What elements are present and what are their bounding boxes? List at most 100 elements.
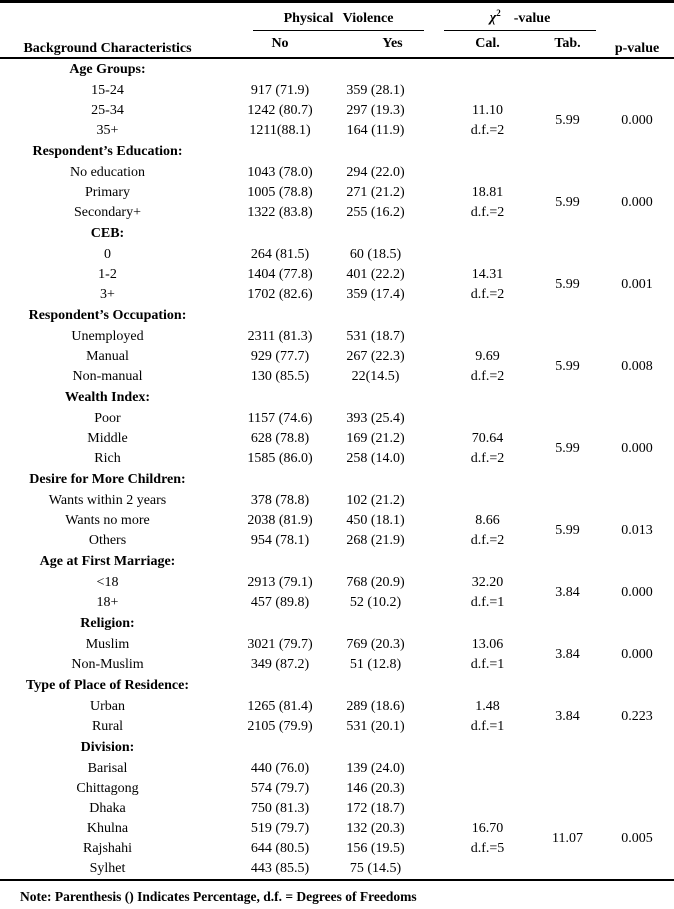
cell-no: 929 (77.7) (250, 349, 310, 364)
column-header-cal: Cal. (440, 31, 536, 59)
cell-p-value: 0.000 (621, 195, 653, 210)
cell-no: 628 (78.8) (250, 431, 310, 446)
section-title: Religion: (80, 616, 135, 631)
cell-p-value: 0.005 (621, 831, 653, 846)
row-label: 1-2 (98, 267, 117, 282)
section-title: Respondent’s Occupation: (28, 308, 187, 323)
cell-no: 1211(88.1) (249, 123, 311, 138)
row-label: Dhaka (89, 801, 126, 816)
cell-no: 1404 (77.8) (247, 267, 313, 282)
row-label: Primary (84, 185, 131, 200)
chi-df: d.f.=2 (470, 123, 505, 138)
cell-no: 1585 (86.0) (247, 451, 313, 466)
cell-yes: 102 (21.2) (346, 493, 405, 508)
cell-yes: 393 (25.4) (346, 411, 405, 426)
table-row: 0 264 (81.5) 60 (18.5) (0, 245, 674, 265)
section-row: Age Groups: (0, 58, 674, 81)
row-label: Secondary+ (74, 205, 141, 220)
cell-chi-tab: 5.99 (555, 195, 580, 210)
table-row: No education 1043 (78.0) 294 (22.0) (0, 163, 674, 183)
row-label: Non-manual (72, 369, 143, 384)
cell-no: 1043 (78.0) (247, 165, 313, 180)
chi-df: d.f.=2 (470, 205, 505, 220)
table-row: Others 954 (78.1) 268 (21.9) (0, 531, 674, 551)
section-row: Religion: (0, 613, 674, 635)
chi-cal-value: 32.20 (471, 575, 504, 590)
cell-chi-cal: 14.31 d.f.=2 (440, 265, 535, 305)
chi-cal-value: 11.10 (472, 103, 503, 118)
row-label: 0 (104, 247, 111, 262)
crosstab-table: Background Characteristics Physical Viol… (0, 0, 674, 876)
table-row: Khulna 519 (79.7) 132 (20.3) (0, 819, 674, 839)
cell-yes: 75 (14.5) (349, 861, 402, 876)
cell-yes: 531 (18.7) (346, 329, 405, 344)
section-row: Respondent’s Education: (0, 141, 674, 163)
chi-df: d.f.=1 (470, 719, 505, 734)
cell-chi-cal: 8.66 d.f.=2 (440, 511, 535, 551)
cell-yes: 271 (21.2) (346, 185, 405, 200)
physical-violence-label: Physical Violence (253, 11, 425, 31)
cell-yes: 22(14.5) (351, 369, 400, 384)
cell-no: 349 (87.2) (250, 657, 310, 672)
cell-yes: 60 (18.5) (349, 247, 402, 262)
table-row: Dhaka 750 (81.3) 172 (18.7) (0, 799, 674, 819)
cell-yes: 52 (10.2) (349, 595, 402, 610)
cell-chi-cal: 11.10 d.f.=2 (440, 101, 535, 141)
cell-chi-cal: 1.48 d.f.=1 (440, 697, 535, 737)
cell-no: 2311 (81.3) (247, 329, 313, 344)
row-label: Non-Muslim (71, 657, 144, 672)
section-title: Respondent’s Education: (32, 144, 183, 159)
row-label: Chittagong (76, 781, 139, 796)
row-label: Muslim (85, 637, 130, 652)
cell-chi-tab: 3.84 (555, 709, 580, 724)
cell-yes: 172 (18.7) (346, 801, 405, 816)
row-label: 15-24 (91, 83, 124, 98)
cell-chi-tab: 3.84 (555, 585, 580, 600)
cell-yes: 297 (19.3) (346, 103, 405, 118)
cell-chi-cal: 32.20 d.f.=1 (440, 573, 535, 613)
cell-yes: 359 (17.4) (346, 287, 405, 302)
cell-no: 1157 (74.6) (247, 411, 313, 426)
cell-no: 917 (71.9) (250, 83, 310, 98)
cell-no: 2913 (79.1) (247, 575, 313, 590)
table-row: 35+ 1211(88.1) 164 (11.9) (0, 121, 674, 141)
table-row: Chittagong 574 (79.7) 146 (20.3) (0, 779, 674, 799)
chi-df: d.f.=1 (470, 657, 505, 672)
cell-p-value: 0.000 (621, 647, 653, 662)
chi-cal-value: 70.64 (471, 431, 504, 446)
table-row: Manual 929 (77.7) 267 (22.3) 9.69 d.f.=2… (0, 347, 674, 384)
row-label: 25-34 (91, 103, 124, 118)
table-row: 1-2 1404 (77.8) 401 (22.2) 14.31 d.f.=2 … (0, 265, 674, 302)
row-label: <18 (96, 575, 119, 590)
chi-square-value-label: χ2 -value (444, 8, 597, 31)
row-label: Unemployed (71, 329, 144, 344)
table-row: Secondary+ 1322 (83.8) 255 (16.2) (0, 203, 674, 223)
cell-chi-tab: 5.99 (555, 113, 580, 128)
cell-no: 378 (78.8) (250, 493, 310, 508)
cell-yes: 169 (21.2) (346, 431, 405, 446)
cell-no: 1702 (82.6) (247, 287, 313, 302)
cell-yes: 768 (20.9) (346, 575, 405, 590)
cell-yes: 139 (24.0) (346, 761, 405, 776)
cell-chi-cal: 13.06 d.f.=1 (440, 635, 535, 675)
cell-p-value: 0.000 (621, 441, 653, 456)
cell-no: 954 (78.1) (250, 533, 310, 548)
section-title: Age Groups: (69, 62, 146, 77)
chi-df: d.f.=5 (470, 841, 505, 856)
section-row: Wealth Index: (0, 387, 674, 409)
section-title: Age at First Marriage: (39, 554, 176, 569)
cell-no: 1265 (81.4) (247, 699, 313, 714)
cell-p-value: 0.223 (621, 709, 653, 724)
cell-yes: 450 (18.1) (346, 513, 405, 528)
row-label: Others (88, 533, 127, 548)
table-header: Background Characteristics Physical Viol… (0, 1, 674, 59)
row-label: Middle (87, 431, 128, 446)
cell-yes: 156 (19.5) (346, 841, 405, 856)
section-title: Desire for More Children: (29, 472, 186, 487)
table-row: 25-34 1242 (80.7) 297 (19.3) 11.10 d.f.=… (0, 101, 674, 138)
cell-yes: 258 (14.0) (346, 451, 405, 466)
cell-p-value: 0.000 (621, 585, 653, 600)
chi-cal-value: 9.69 (475, 349, 500, 364)
cell-no: 3021 (79.7) (247, 637, 313, 652)
